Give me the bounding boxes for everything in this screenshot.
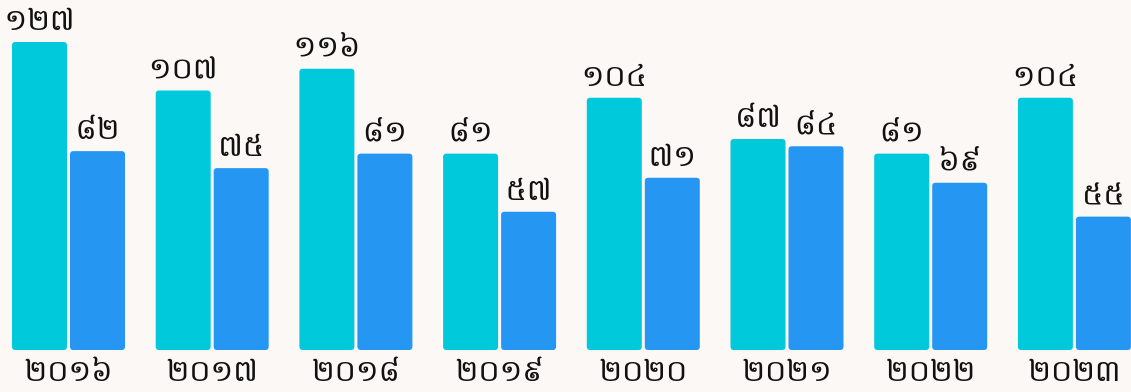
bar-1-7	[874, 153, 930, 350]
bar-2-7	[932, 182, 988, 350]
x-tick-label-7: ២០២២	[886, 354, 975, 389]
bar-2-2	[213, 168, 269, 350]
x-tick-label-4: ២០១៩	[456, 354, 544, 389]
data-label-1-8: ១០៤	[1013, 59, 1078, 94]
x-tick-label-8: ២០២៣	[1028, 354, 1120, 389]
data-label-2-5: ៧១	[649, 139, 696, 174]
data-label-2-3: ៨១	[363, 115, 407, 150]
bar-2-8	[1075, 216, 1131, 350]
data-label-2-2: ៧៥	[218, 129, 264, 164]
bar-1-4	[443, 153, 499, 350]
data-label-2-4: ៥៧	[506, 173, 552, 208]
data-label-1-6: ៨៧	[735, 100, 781, 135]
bar-1-5	[586, 97, 642, 350]
bar-2-4	[501, 211, 557, 350]
data-label-2-1: ៨២	[76, 112, 120, 147]
data-label-2-6: ៨៤	[795, 107, 837, 142]
bar-2-6	[788, 146, 844, 350]
data-label-1-2: ១០៧	[149, 52, 218, 87]
bar-1-6	[730, 139, 786, 350]
x-tick-label-6: ២០២១	[742, 354, 831, 389]
data-label-1-7: ៨១	[880, 115, 924, 150]
x-tick-label-1: ២០១៦	[25, 354, 113, 389]
data-label-2-7: ៦៩	[938, 144, 980, 179]
x-tick-label-3: ២០១៨	[312, 354, 400, 389]
bar-2-5	[644, 177, 700, 350]
x-tick-label-2: ២០១៧	[167, 354, 258, 389]
bar-1-8	[1017, 97, 1073, 350]
bar-2-3	[357, 153, 413, 350]
x-tick-label-5: ២០២០	[599, 354, 687, 389]
data-label-1-3: ១១៦	[294, 30, 361, 65]
data-label-2-8: ៥៥	[1082, 178, 1124, 213]
data-label-1-5: ១០៤	[582, 59, 647, 94]
data-label-1-4: ៨១	[449, 115, 493, 150]
bar-1-3	[299, 68, 355, 350]
data-label-1-1: ១២៧	[4, 3, 74, 38]
bar-1-2	[155, 90, 211, 350]
bar-2-1	[70, 151, 125, 350]
bar-1-1	[12, 42, 67, 350]
